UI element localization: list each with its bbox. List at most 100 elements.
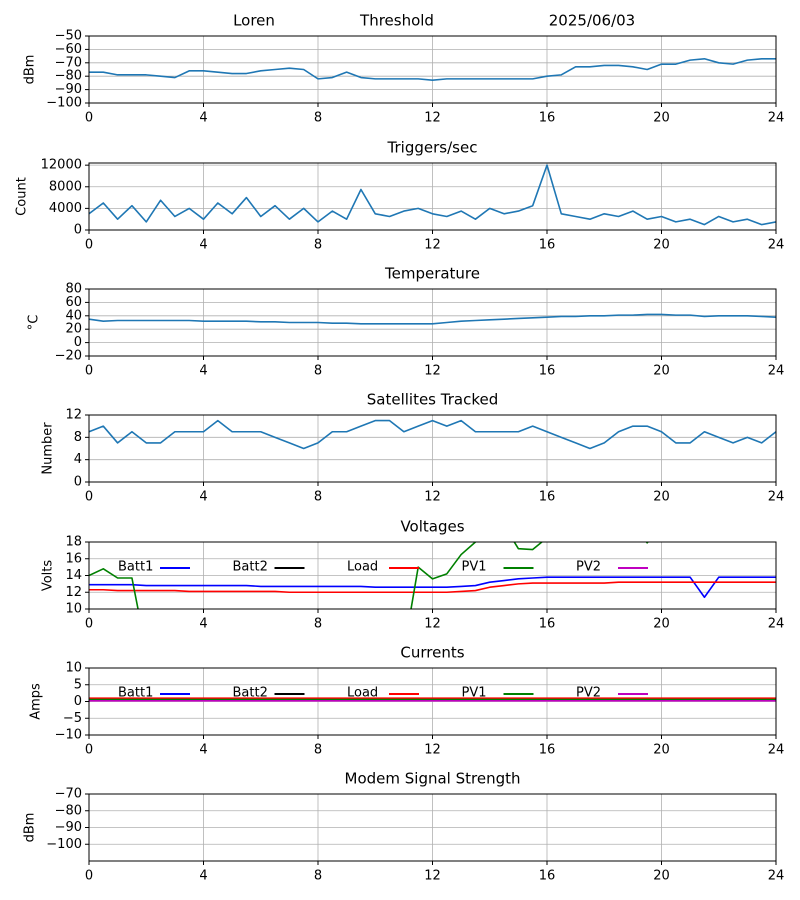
x-tick-label: 0 (85, 617, 93, 632)
y-axis-label: Number (41, 422, 56, 475)
panel: Currents Amps 0 4 8 12 16 20 24 −10 −5 0 510 Batt1 Bat… (29, 644, 785, 758)
y-tick-label: 0 (74, 335, 82, 350)
y-tick-label: −10 (55, 728, 82, 743)
x-tick-label: 16 (539, 364, 556, 379)
y-tick-label: −100 (46, 96, 82, 111)
x-tick-label: 20 (653, 490, 670, 505)
legend-label: Load (347, 560, 378, 575)
chart-title: Satellites Tracked (367, 391, 498, 409)
data-line (89, 313, 776, 325)
x-tick-label: 0 (85, 743, 93, 758)
plot-frame (88, 162, 777, 231)
x-tick-label: 0 (85, 869, 93, 884)
y-tick-label: 12000 (41, 158, 82, 173)
panel: Triggers/sec Count 0 4 8 12 16 20 24 0 4000 8000 120… (15, 139, 785, 253)
y-axis-label: Volts (41, 560, 56, 592)
plot-frame (88, 414, 777, 483)
chart-title: 2025/06/03 (549, 12, 635, 30)
chart-title: Temperature (384, 265, 480, 283)
x-tick-label: 4 (199, 111, 207, 126)
y-tick-label: 10 (65, 661, 82, 676)
x-tick-label: 12 (424, 490, 441, 505)
x-tick-label: 24 (768, 743, 785, 758)
y-tick-label: 10 (65, 602, 82, 617)
x-tick-label: 4 (199, 869, 207, 884)
y-tick-label: 5 (74, 677, 82, 692)
legend-label: PV2 (576, 686, 601, 701)
y-tick-label: 8000 (49, 179, 82, 194)
x-tick-label: 20 (653, 617, 670, 632)
legend-label: Batt2 (233, 686, 268, 701)
x-tick-label: 24 (768, 490, 785, 505)
legend-label: PV1 (462, 560, 487, 575)
x-tick-label: 20 (653, 869, 670, 884)
x-tick-label: 12 (424, 111, 441, 126)
chart-title: Voltages (400, 518, 464, 536)
y-tick-label: −80 (55, 69, 82, 84)
y-tick-label: −70 (55, 55, 82, 70)
y-tick-label: 12 (65, 408, 82, 423)
y-axis-label: dBm (23, 813, 38, 843)
y-tick-label: 4000 (49, 201, 82, 216)
y-axis-label: °C (27, 315, 42, 331)
y-tick-label: −90 (55, 820, 82, 835)
legend-label: Batt2 (233, 560, 268, 575)
x-tick-label: 20 (653, 238, 670, 253)
x-tick-label: 16 (539, 238, 556, 253)
data-line (89, 542, 649, 609)
y-tick-label: 14 (65, 568, 82, 583)
y-tick-label: −70 (55, 787, 82, 802)
y-tick-label: −50 (55, 29, 82, 44)
x-tick-label: 20 (653, 743, 670, 758)
legend-label: Batt1 (118, 686, 153, 701)
x-tick-label: 4 (199, 238, 207, 253)
y-tick-label: 60 (65, 295, 82, 310)
y-tick-label: −20 (55, 349, 82, 364)
x-tick-label: 0 (85, 364, 93, 379)
y-tick-label: 8 (74, 430, 82, 445)
x-tick-label: 24 (768, 111, 785, 126)
x-tick-label: 0 (85, 111, 93, 126)
y-tick-label: 0 (74, 694, 82, 709)
panel: Modem Signal Strength dBm 0 4 8 12 16 20 24 −100 −… (23, 770, 785, 884)
y-tick-label: 0 (74, 475, 82, 490)
data-line (89, 576, 776, 599)
plot-frame (88, 288, 777, 357)
y-tick-label: 16 (65, 551, 82, 566)
panel: Satellites Tracked Number 0 4 8 12 16 20 24 0 4 8 12 (41, 391, 785, 505)
y-tick-label: 40 (65, 308, 82, 323)
y-tick-label: 12 (65, 585, 82, 600)
y-tick-label: 4 (74, 452, 82, 467)
x-tick-label: 24 (768, 364, 785, 379)
x-tick-label: 16 (539, 617, 556, 632)
x-tick-label: 16 (539, 490, 556, 505)
x-tick-label: 0 (85, 490, 93, 505)
x-tick-label: 8 (314, 364, 322, 379)
data-line (89, 419, 776, 450)
data-line (89, 164, 776, 226)
x-tick-label: 4 (199, 490, 207, 505)
x-tick-label: 12 (424, 743, 441, 758)
x-tick-label: 12 (424, 869, 441, 884)
chart-title: Loren (233, 12, 275, 30)
x-tick-label: 8 (314, 869, 322, 884)
y-axis-label: Amps (29, 683, 44, 720)
data-line (89, 57, 776, 82)
y-axis-label: Count (15, 177, 30, 216)
x-tick-label: 8 (314, 238, 322, 253)
y-tick-label: −100 (46, 837, 82, 852)
y-tick-label: 20 (65, 322, 82, 337)
legend-label: PV1 (462, 686, 487, 701)
y-tick-label: 0 (74, 223, 82, 238)
panel: Loren Threshold 2025/06/03 dBm 0 4 8 12 16 20 24 −1… (23, 12, 785, 126)
x-tick-label: 4 (199, 364, 207, 379)
x-tick-label: 24 (768, 617, 785, 632)
legend-label: PV2 (576, 560, 601, 575)
chart-title: Threshold (359, 12, 434, 30)
x-tick-label: 16 (539, 743, 556, 758)
x-tick-label: 20 (653, 111, 670, 126)
x-tick-label: 8 (314, 111, 322, 126)
x-tick-label: 4 (199, 617, 207, 632)
x-tick-label: 24 (768, 238, 785, 253)
